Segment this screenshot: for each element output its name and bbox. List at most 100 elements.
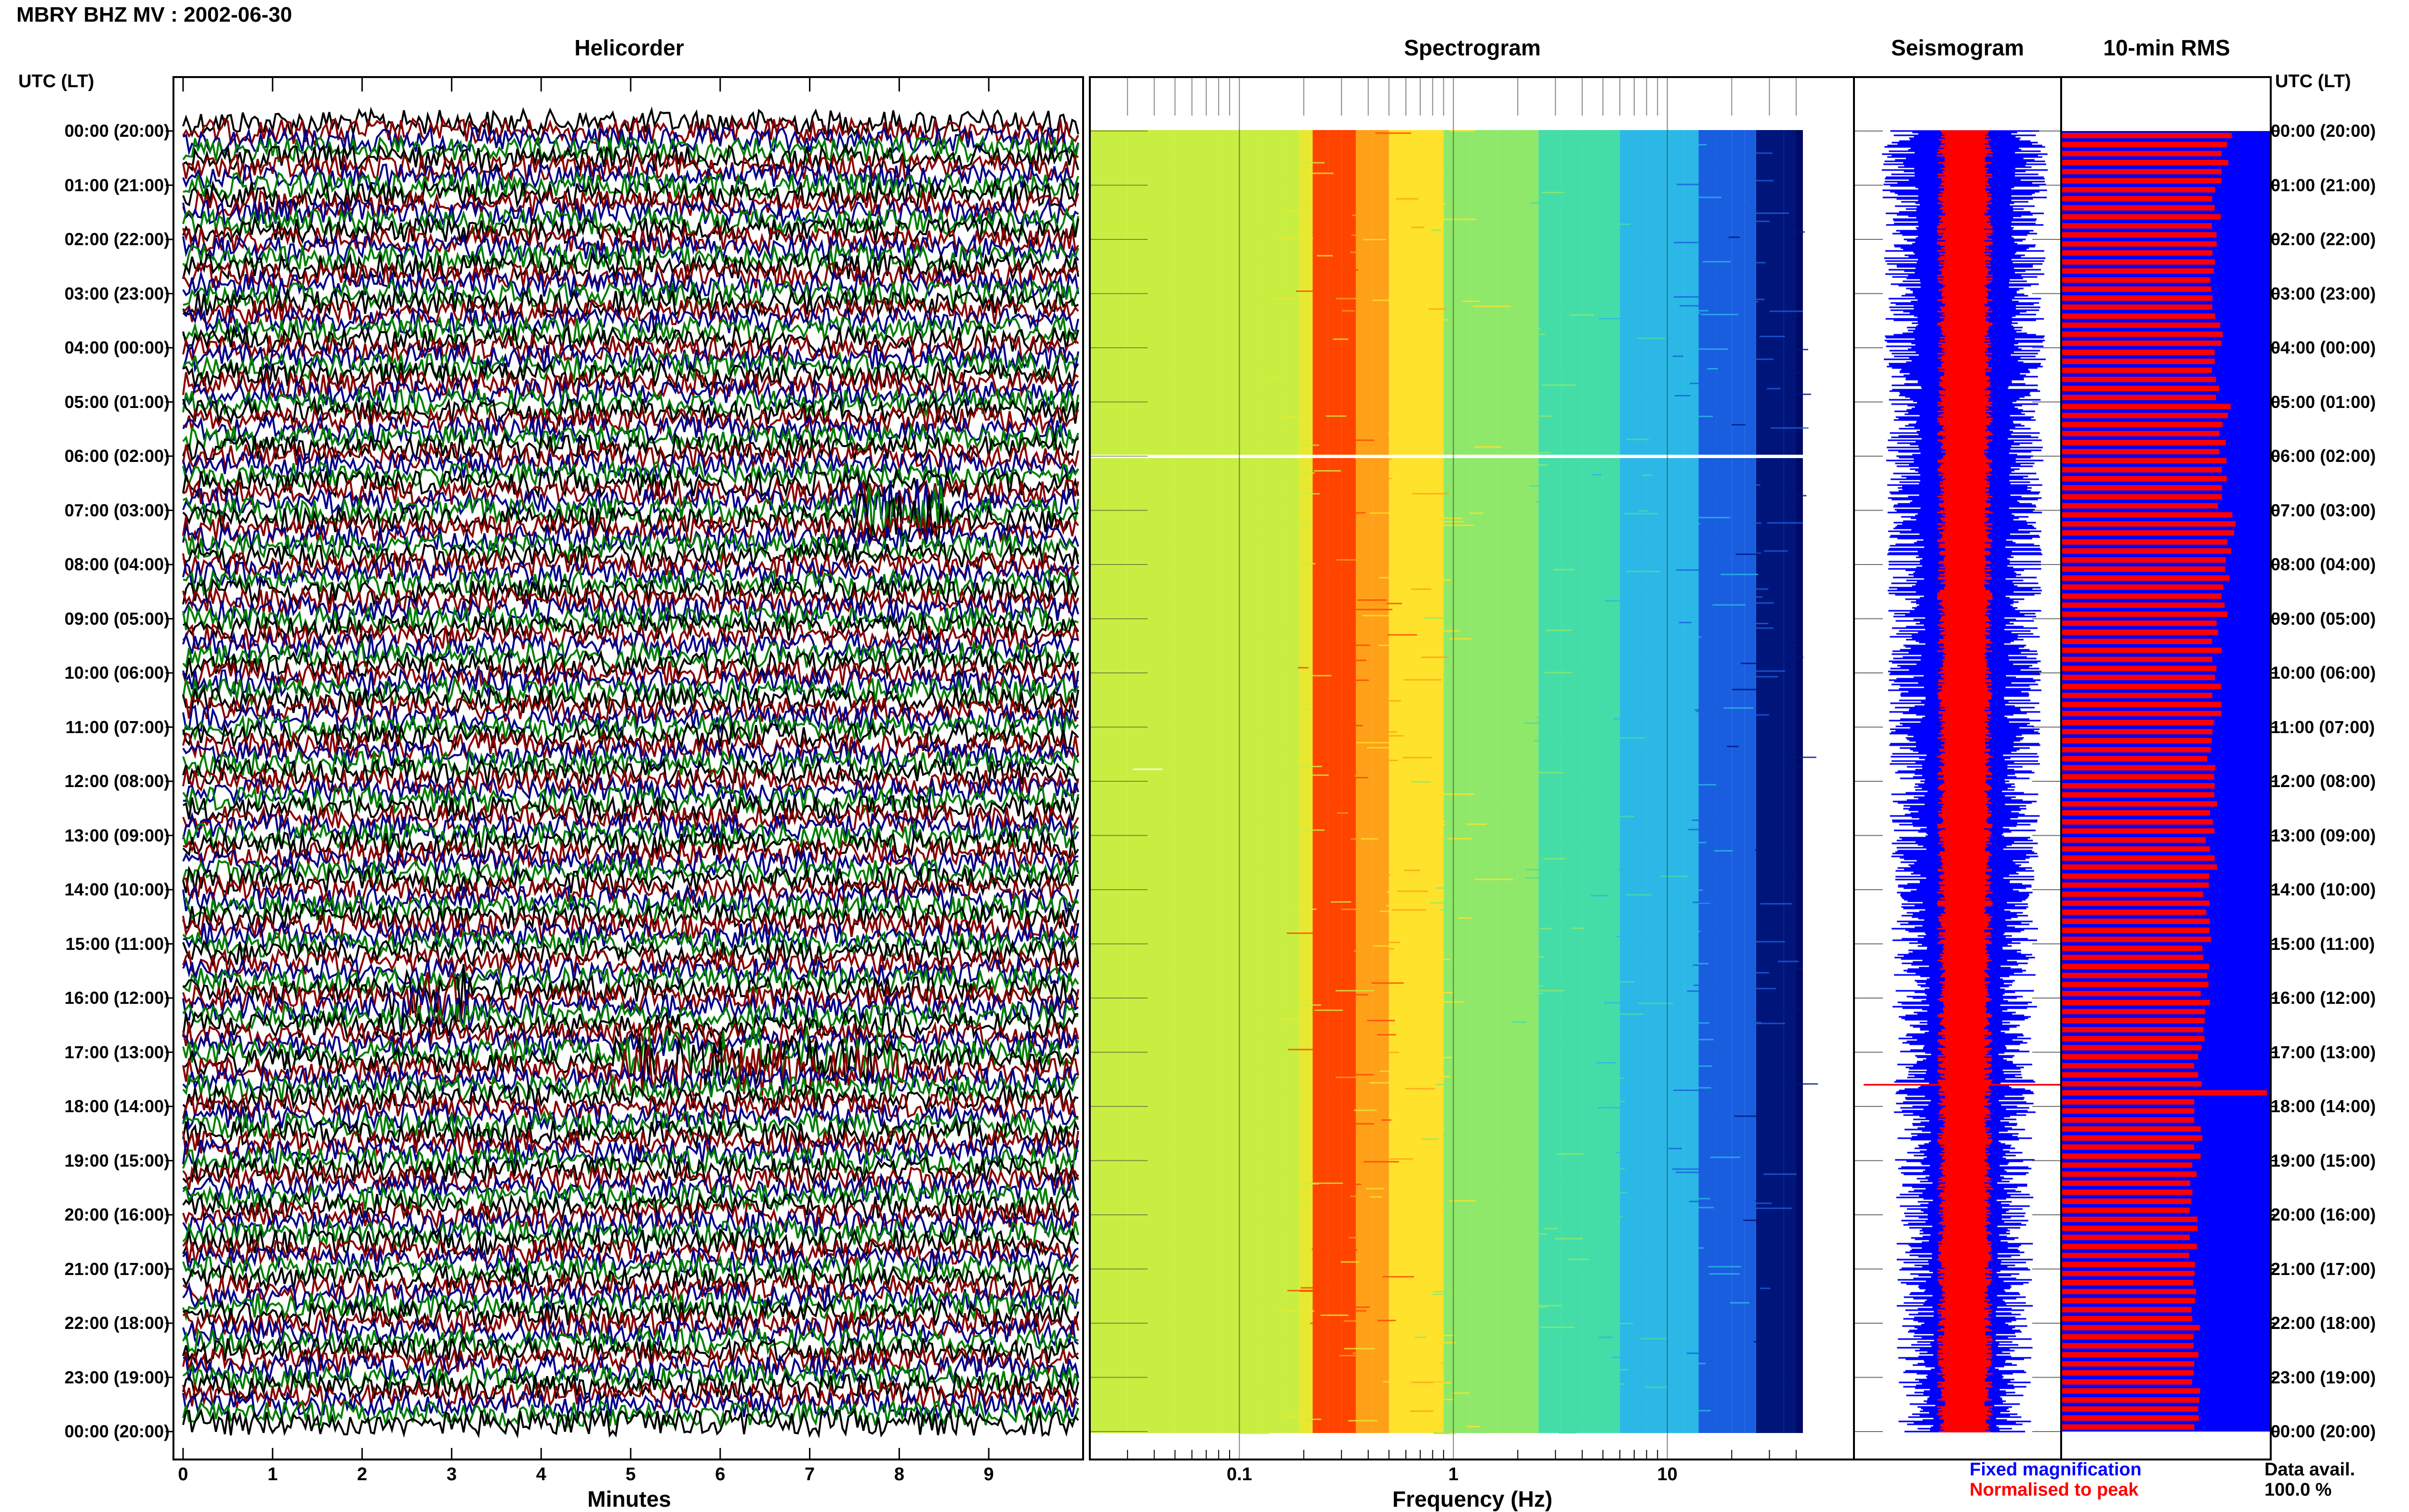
spectrogram-texture [1177,1138,1202,1140]
spectrogram-texture [1721,1205,1738,1207]
spectrogram-texture [1215,656,1231,657]
spectrogram-texture [1208,1136,1222,1138]
rms-bar [2062,341,2222,346]
spectrogram-texture [1133,304,1163,306]
spectrogram-texture [1568,762,1591,763]
rms-bar [2062,765,2216,771]
time-label-right: 01:00 (21:00) [2271,175,2376,195]
spectrogram-texture [1297,667,1309,669]
spectrogram-texture [1340,908,1371,910]
spectrogram-texture [1464,1109,1484,1111]
spectrogram-texture [1189,546,1203,548]
rms-bar [2062,647,2222,653]
spectrogram-texture [1228,162,1247,164]
helicorder-trace [182,1044,1079,1100]
spectrogram-texture [1391,499,1403,501]
spectrogram-texture [1676,1171,1699,1173]
rms-bar [2062,882,2209,888]
spectrogram-texture [1663,167,1694,169]
spectrogram-texture [1254,436,1271,438]
spectrogram-texture [1199,767,1212,769]
time-label-left: 09:00 (05:00) [64,608,170,629]
helicorder-trace [182,315,1079,346]
spectrogram-texture [1693,901,1724,903]
spectrogram-texture [1488,1186,1515,1188]
helicorder-tick-label: 9 [983,1464,994,1485]
spectrogram-texture [1163,1163,1201,1165]
spectrogram-texture [1382,1158,1414,1160]
spectrogram-texture [1487,1254,1525,1256]
spectrogram-texture [1206,533,1236,535]
spectrogram-texture [1328,1411,1341,1413]
rms-bar [2062,1018,2205,1024]
spectrogram-texture [1199,563,1228,565]
helicorder-trace [183,405,1079,437]
spectrogram-texture [1701,314,1739,316]
spectrogram-texture [1427,992,1454,994]
spectrogram-texture [1469,800,1502,802]
spectrogram-texture [1148,167,1165,169]
spectrogram-texture [1314,1009,1343,1011]
spectrogram-texture [1411,226,1424,228]
spectrogram-texture [1497,1007,1519,1009]
spectrogram-texture [1640,1338,1667,1340]
spectrogram-texture [1178,1272,1200,1274]
rms-bar [2062,1144,2194,1150]
spectrogram-texture [1371,982,1404,984]
spectrogram-texture [1774,1012,1792,1014]
utc-header-left: UTC (LT) [18,71,94,92]
rms-bar [2062,431,2220,436]
spectrogram-texture [1223,520,1237,522]
time-label-right: 06:00 (02:00) [2271,446,2376,466]
time-label-left: 08:00 (04:00) [64,554,170,574]
helicorder-trace [182,540,1079,571]
spectrogram-texture [1588,1168,1625,1170]
spectrogram-texture [1719,780,1751,782]
rms-bar [2062,160,2228,166]
spectrogram-texture [1770,310,1803,312]
helicorder-trace [182,386,1079,418]
spectrogram-texture [1412,763,1441,765]
spectrogram-texture [1583,1376,1602,1378]
rms-bar [2062,476,2227,482]
rms-bar [2062,666,2217,671]
spectrogram-texture [1621,1421,1648,1423]
spectrogram-texture [1672,1247,1704,1249]
spectrogram-band [1620,130,1647,1433]
rms-bar [2062,575,2230,581]
spectrogram-texture [1247,1036,1274,1038]
spectrogram-texture [1384,735,1404,737]
spectrogram-texture [1652,1343,1664,1345]
spectrogram-texture [1676,184,1703,185]
spectrogram-texture [1336,1077,1371,1078]
rms-bar [2062,1171,2197,1177]
helicorder-trace [183,1034,1079,1089]
spectrogram-texture [1627,1407,1641,1409]
spectrogram-texture [1294,1004,1322,1006]
rms-bar [2062,1334,2194,1340]
spectrogram-band [1312,130,1328,1433]
rms-bar [2062,638,2212,644]
rms-bar [2062,331,2223,337]
spectrogram-texture [1133,378,1162,380]
rms-bar [2062,602,2225,608]
spectrogram-texture [1455,1123,1481,1125]
spectrogram-texture [1428,308,1447,310]
time-label-left: 20:00 (16:00) [64,1205,170,1224]
helicorder-trace [182,829,1079,859]
spectrogram-texture [1269,928,1279,930]
spectrogram-texture [1267,377,1283,379]
rms-bar [2062,674,2215,680]
spectrogram-texture [1348,1183,1362,1185]
spectrogram-texture [1680,416,1713,418]
helicorder-trace [182,1236,1079,1267]
time-label-left: 10:00 (06:00) [64,663,170,683]
spectrogram-texture [1541,1327,1575,1328]
spectrogram-texture [1504,508,1526,510]
spectrogram-texture [1368,874,1390,876]
rms-bar [2062,1406,2198,1412]
rms-background [2062,131,2270,1432]
helicorder-tick-label: 7 [805,1464,815,1485]
spectrogram-texture [1182,300,1215,302]
spectrogram-texture [1741,662,1764,664]
